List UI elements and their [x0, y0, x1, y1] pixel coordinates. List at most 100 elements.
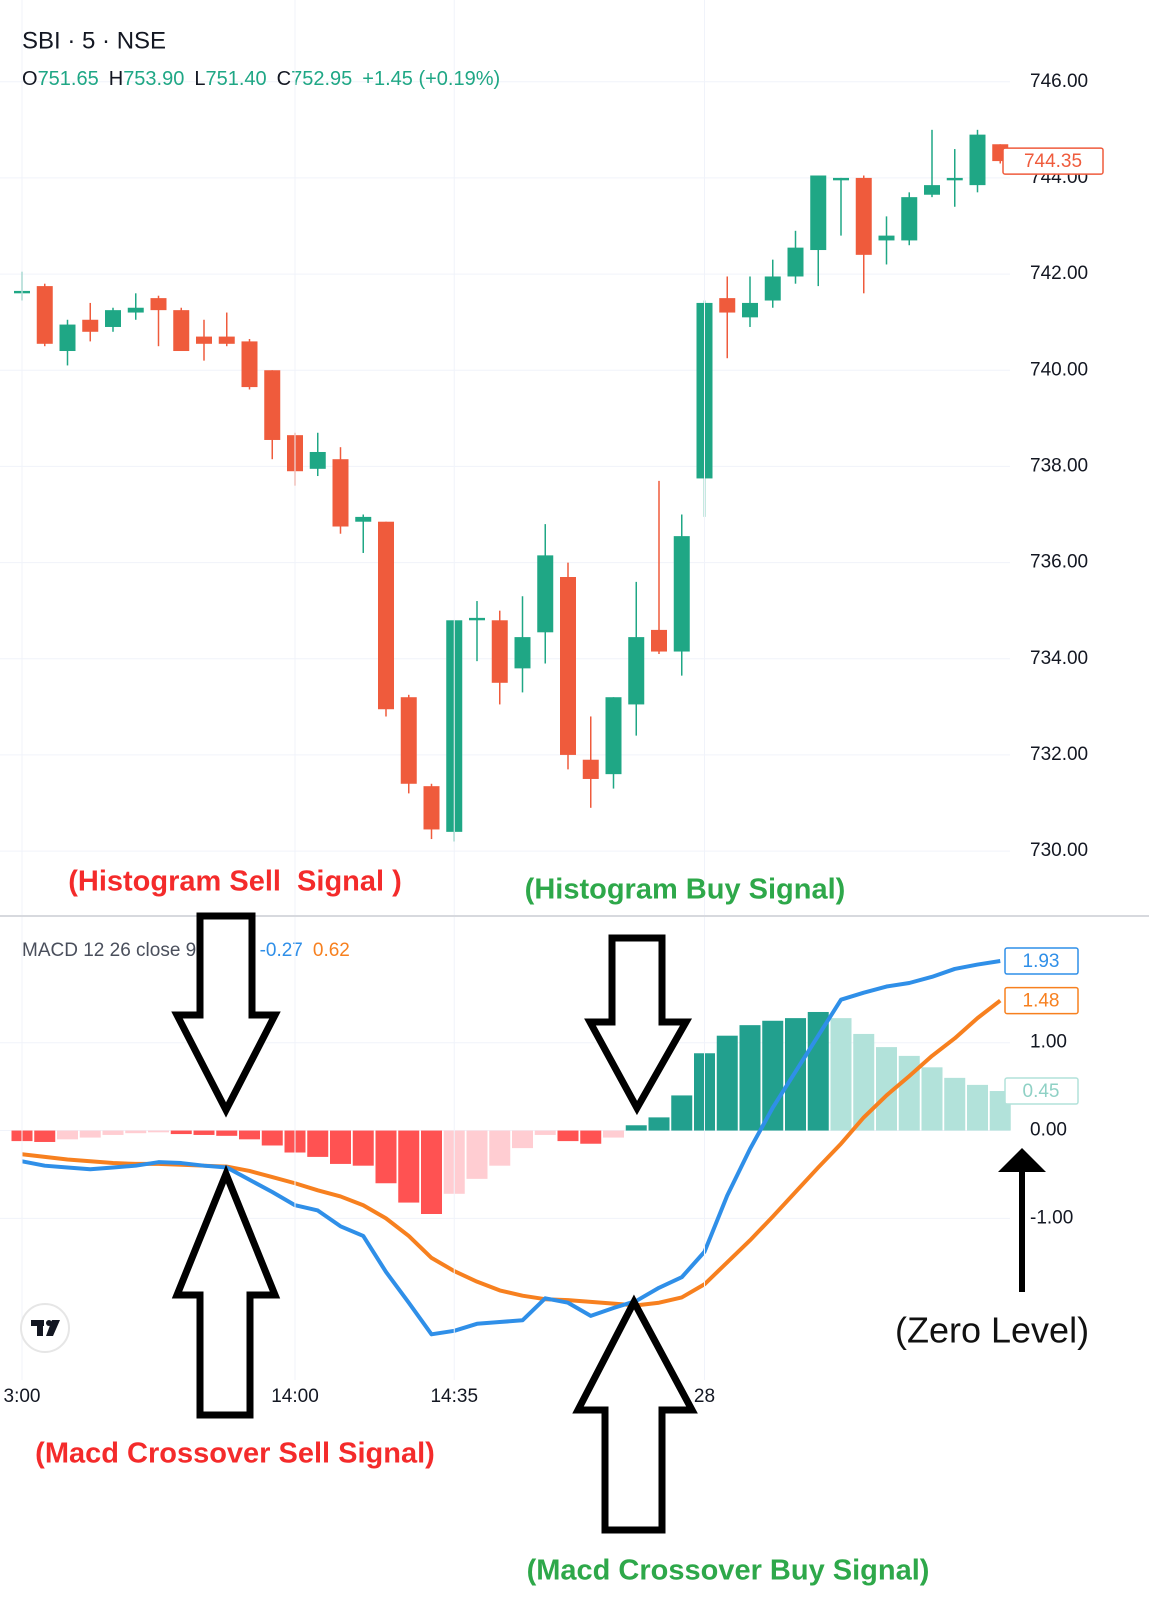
candle-body — [673, 536, 690, 652]
histogram-bar — [79, 1130, 101, 1138]
histogram-bar — [830, 1018, 852, 1131]
tradingview-logo — [20, 1303, 70, 1353]
histogram-bar — [375, 1130, 397, 1184]
last-price-label: 744.35 — [1024, 151, 1082, 172]
candle-body — [355, 516, 372, 522]
histogram-bar — [921, 1067, 943, 1131]
logo-part — [46, 1320, 60, 1336]
signal-value-label: 1.48 — [1023, 991, 1060, 1012]
macd-value-box — [1004, 947, 1079, 975]
histogram-bar — [534, 1130, 556, 1135]
up-arrow — [572, 1294, 698, 1534]
candle-body — [150, 298, 167, 311]
candle-body — [582, 759, 599, 779]
histogram-bar — [398, 1130, 420, 1203]
histogram-bar — [876, 1047, 897, 1131]
candle-body — [36, 286, 53, 344]
candle-body — [173, 310, 190, 352]
candle-body — [946, 177, 963, 181]
x-tick-label: 3:00 — [4, 1386, 41, 1407]
legend-change: +1.45 (+0.19%) — [362, 68, 500, 90]
macd-legend-value: -0.27 — [260, 940, 303, 961]
histogram-value-box — [1004, 1077, 1079, 1105]
candle-body — [901, 197, 918, 241]
candle-body — [742, 302, 758, 318]
x-tick-label: 28 — [694, 1386, 715, 1407]
annotation: (Zero Level) — [895, 1310, 1089, 1351]
chart-title: SBI · 5 · NSE — [22, 27, 166, 54]
x-tick-label: 14:00 — [271, 1386, 319, 1407]
annotation: (Macd Crossover Buy Signal) — [527, 1555, 930, 1587]
histogram-bar — [352, 1130, 374, 1166]
candle-body — [787, 247, 804, 277]
y-tick-label: 746.00 — [1030, 71, 1088, 92]
last-price-box — [1002, 147, 1104, 175]
candle-body — [423, 786, 440, 830]
candle-body — [332, 459, 349, 527]
legend-key: H — [109, 68, 123, 90]
candle-body — [651, 629, 667, 652]
histogram-bar — [330, 1130, 351, 1164]
y-tick-label: 732.00 — [1030, 744, 1088, 765]
macd-legend-title: MACD 12 26 close 9 — [22, 940, 196, 961]
histogram-bar — [34, 1130, 56, 1142]
histogram-bar — [807, 1011, 829, 1131]
y-tick-label: 1.00 — [1030, 1032, 1067, 1053]
histogram-bar — [603, 1130, 624, 1138]
histogram-bar — [489, 1130, 511, 1166]
histogram-bar — [967, 1084, 988, 1131]
histogram-bar — [421, 1130, 442, 1214]
histogram-bar — [898, 1055, 920, 1131]
candle-body — [833, 177, 849, 181]
ohlc-legend: O751.65 H753.90 L751.40 C752.95 +1.45 (+0.19… — [22, 68, 500, 90]
macd-legend: MACD 12 26 close 9-0.88-0.270.62 — [22, 940, 350, 961]
candle-body — [855, 177, 872, 255]
x-tick-label: 14:35 — [430, 1386, 478, 1407]
histogram-bar — [853, 1033, 875, 1131]
histogram-bar — [307, 1130, 329, 1157]
candle-body — [764, 276, 781, 301]
candle-body — [924, 185, 940, 195]
candle-body — [59, 324, 76, 352]
candle-body — [309, 451, 326, 469]
candle-body — [628, 637, 645, 705]
zero-level-arrow — [998, 1148, 1046, 1292]
y-tick-label: 736.00 — [1030, 552, 1088, 573]
candle-body — [196, 336, 212, 344]
candle-body — [560, 577, 576, 755]
candle-body — [719, 298, 736, 313]
candle-body — [810, 175, 827, 251]
y-tick-label: 734.00 — [1030, 648, 1088, 669]
y-tick-label: 742.00 — [1030, 263, 1088, 284]
histogram-bar — [57, 1130, 78, 1140]
histogram-bar — [216, 1130, 238, 1136]
histogram-bar — [512, 1130, 533, 1149]
histogram-bar — [557, 1130, 579, 1142]
histogram-bar — [716, 1035, 738, 1131]
candle-body — [378, 521, 394, 710]
down-arrow — [171, 912, 281, 1118]
macd-legend-value: 0.62 — [313, 940, 350, 961]
candle-body — [241, 341, 258, 388]
down-arrow — [584, 934, 693, 1116]
y-tick-label: 738.00 — [1030, 455, 1088, 476]
histogram-bar — [625, 1125, 647, 1131]
candle-body — [264, 370, 281, 440]
histogram-bar — [580, 1130, 602, 1144]
legend-key: O — [22, 68, 38, 90]
candle-body — [127, 307, 144, 313]
logo-circle — [20, 1303, 70, 1353]
y-tick-label: -1.00 — [1030, 1207, 1073, 1228]
histogram-value-label: 0.45 — [1023, 1081, 1060, 1102]
macd-line — [21, 959, 1001, 1337]
histogram-bar — [170, 1130, 192, 1135]
logo-part — [37, 1320, 43, 1336]
histogram-bar — [125, 1130, 147, 1134]
histogram-bar — [944, 1077, 966, 1131]
legend-value: 753.90 — [123, 68, 184, 90]
up-arrow — [171, 1164, 281, 1419]
histogram-bar — [671, 1095, 693, 1131]
candle-body — [969, 134, 986, 186]
